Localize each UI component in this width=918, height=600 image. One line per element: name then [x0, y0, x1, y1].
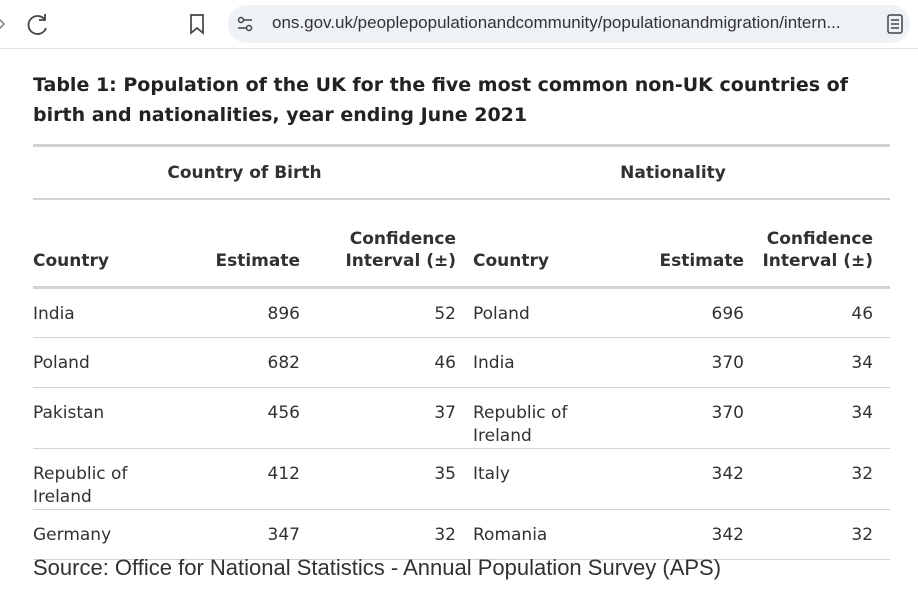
table-title: Table 1: Population of the UK for the fi…: [33, 74, 848, 126]
table-cell: 32: [744, 448, 891, 510]
column-header: Country: [33, 199, 163, 289]
table-cell: 682: [163, 337, 300, 388]
table-cell: Romania: [456, 509, 600, 560]
column-header: Estimate: [163, 199, 300, 289]
table-cell: 342: [600, 448, 744, 510]
source-note: Source: Office for National Statistics -…: [33, 555, 722, 580]
table-cell: 32: [300, 509, 456, 560]
table-cell: Germany: [33, 509, 163, 560]
data-table: Country of Birth Nationality Country Esti…: [33, 144, 891, 560]
table-cell: India: [33, 287, 163, 338]
column-header: Country: [456, 199, 600, 289]
bookmark-button[interactable]: [190, 14, 204, 35]
table-cell: Poland: [33, 337, 163, 388]
table-cell: Republic of Ireland: [33, 448, 163, 510]
table-cell: 342: [600, 509, 744, 560]
table-cell: 370: [600, 337, 744, 388]
browser-toolbar: ons.gov.uk/peoplepopulationandcommunity/…: [0, 0, 918, 49]
address-icons: [190, 14, 903, 35]
table-cell: 896: [163, 287, 300, 338]
group-header-row: Country of Birth Nationality: [33, 144, 891, 200]
table-cell: 347: [163, 509, 300, 560]
column-header: Estimate: [600, 199, 744, 289]
table-cell: 32: [744, 509, 891, 560]
column-header: Confidence Interval (±): [744, 199, 891, 289]
table-cell: Republic of Ireland: [456, 387, 600, 449]
back-button[interactable]: [0, 18, 6, 30]
site-settings-button[interactable]: [237, 16, 253, 32]
table-row: Pakistan 456 37 Republic of Ireland 370 34: [33, 387, 891, 449]
table-row: Republic of Ireland 412 35 Italy 342 32: [33, 448, 891, 510]
reader-mode-button[interactable]: [887, 14, 903, 34]
url-text[interactable]: ons.gov.uk/peoplepopulationandcommunity/…: [272, 13, 841, 32]
table-cell: 412: [163, 448, 300, 510]
table-cell: 34: [744, 337, 891, 388]
table-row: Germany 347 32 Romania 342 32: [33, 509, 891, 560]
table-row: Poland 682 46 India 370 34: [33, 337, 891, 388]
table-cell: 52: [300, 287, 456, 338]
column-header: Confidence Interval (±): [300, 199, 456, 289]
table-cell: 46: [744, 287, 891, 338]
table-body: India 896 52 Poland 696 46 Poland 682 46 India 370…: [33, 287, 891, 560]
column-header-row: Country Estimate Confidence Interval (±) Co…: [33, 199, 891, 289]
table-cell: 35: [300, 448, 456, 510]
table-cell: Italy: [456, 448, 600, 510]
table-cell: 696: [600, 287, 744, 338]
table-cell: 456: [163, 387, 300, 449]
table-cell: 370: [600, 387, 744, 449]
table-cell: Pakistan: [33, 387, 163, 449]
group-header: Nationality: [456, 144, 891, 200]
group-header: Country of Birth: [33, 144, 456, 200]
reload-button[interactable]: [27, 14, 47, 35]
table-cell: 34: [744, 387, 891, 449]
table-cell: India: [456, 337, 600, 388]
table-row: India 896 52 Poland 696 46: [33, 287, 891, 338]
toolbar-icons: [0, 14, 47, 35]
address-bar[interactable]: [228, 5, 910, 43]
table-cell: 46: [300, 337, 456, 388]
table-cell: 37: [300, 387, 456, 449]
table-cell: Poland: [456, 287, 600, 338]
